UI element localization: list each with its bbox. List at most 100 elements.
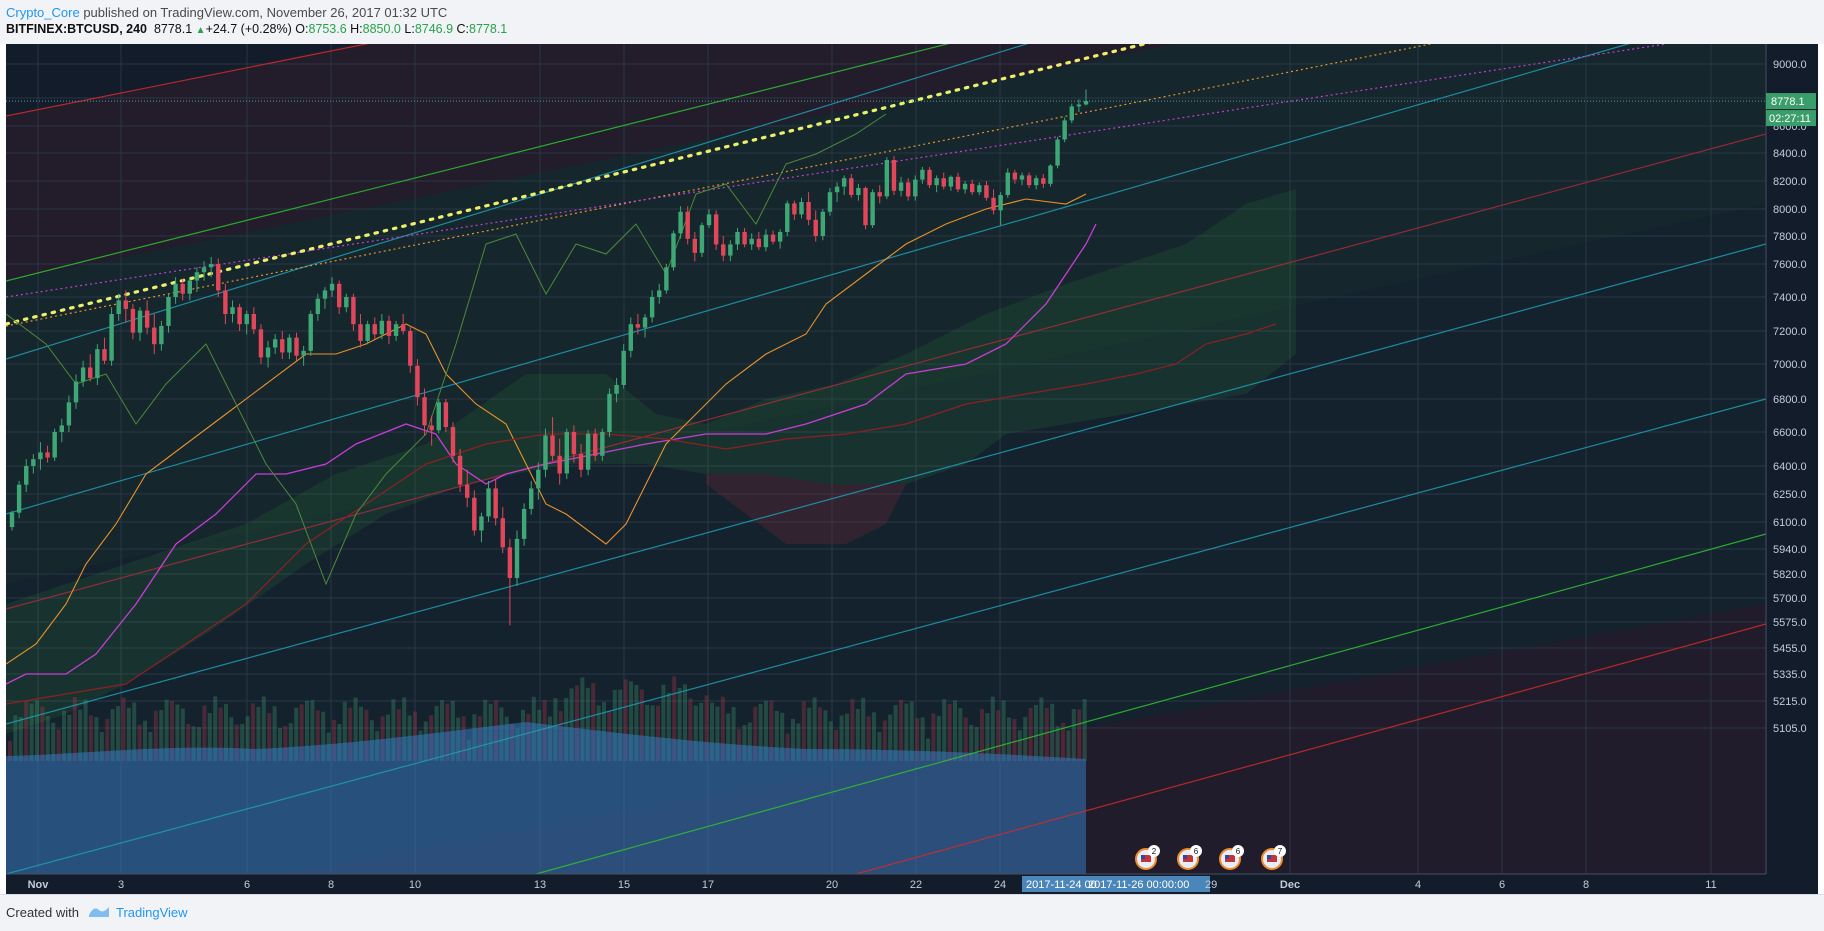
volume-bar bbox=[915, 718, 920, 761]
volume-bar bbox=[936, 715, 941, 761]
candle-body bbox=[1076, 104, 1082, 107]
tradingview-link[interactable]: TradingView bbox=[116, 905, 188, 920]
close-value: 8778.1 bbox=[469, 22, 508, 36]
candle-body bbox=[1012, 172, 1018, 180]
volume-bar bbox=[909, 701, 914, 761]
volume-bar bbox=[245, 716, 250, 761]
volume-bar bbox=[726, 713, 731, 761]
price-chart[interactable]: 26679000.08800.08600.08400.08200.08000.0… bbox=[6, 44, 1818, 894]
candle-body bbox=[777, 231, 783, 242]
green-channel-line-bottom bbox=[535, 533, 1766, 874]
candle-body bbox=[180, 283, 185, 294]
volume-bar bbox=[207, 712, 212, 761]
red-channel-line-top bbox=[6, 44, 370, 117]
candle-body bbox=[849, 178, 854, 195]
volume-bar bbox=[796, 723, 801, 761]
candle-body bbox=[208, 264, 214, 268]
volume-bar bbox=[110, 709, 115, 761]
volume-bar bbox=[569, 688, 574, 761]
candle-body bbox=[457, 455, 463, 485]
volume-bar bbox=[877, 731, 882, 761]
candle-body bbox=[144, 310, 150, 328]
volume-bar bbox=[170, 701, 174, 761]
volume-bar bbox=[35, 700, 39, 761]
flag-canton-icon bbox=[1183, 855, 1187, 859]
candle-body bbox=[500, 518, 505, 548]
header-bar: Crypto_Core published on TradingView.com… bbox=[0, 0, 1824, 44]
volume-bar bbox=[348, 707, 353, 761]
volume-bar bbox=[704, 695, 709, 761]
time-tick-label: 13 bbox=[534, 879, 546, 891]
countdown-marker bbox=[1766, 110, 1816, 127]
volume-bar bbox=[969, 724, 974, 761]
candle-body bbox=[102, 349, 107, 361]
chart-area[interactable]: 26679000.08800.08600.08400.08200.08000.0… bbox=[6, 44, 1818, 894]
badge-count: 6 bbox=[1236, 847, 1241, 856]
price-tick-label: 7600.0 bbox=[1773, 259, 1807, 271]
candle-body bbox=[898, 182, 904, 191]
low-value: 8746.9 bbox=[414, 22, 454, 36]
candle-body bbox=[88, 367, 93, 378]
volume-bar bbox=[99, 732, 104, 761]
price-tick-label: 5940.0 bbox=[1773, 544, 1807, 556]
author-link[interactable]: Crypto_Core bbox=[6, 5, 80, 20]
up-arrow-icon: ▲ bbox=[195, 25, 206, 36]
volume-bar bbox=[866, 716, 871, 761]
price-tick-label: 7200.0 bbox=[1773, 326, 1807, 338]
volume-bar bbox=[83, 699, 88, 761]
candle-body bbox=[770, 234, 776, 242]
volume-bar bbox=[396, 709, 401, 761]
volume-bar bbox=[94, 717, 99, 761]
candle-body bbox=[905, 182, 911, 197]
time-tick-label: 8 bbox=[328, 879, 334, 891]
volume-bar bbox=[645, 704, 650, 761]
candle-body bbox=[642, 317, 648, 328]
time-tick-label: 17 bbox=[702, 879, 714, 891]
candle-body bbox=[400, 324, 406, 331]
volume-bar bbox=[89, 715, 93, 761]
candle-body bbox=[543, 435, 548, 470]
candle-body bbox=[735, 231, 740, 245]
candle-body bbox=[280, 339, 285, 353]
volume-bar bbox=[51, 722, 56, 761]
price-change: +24.7 (+0.28%) bbox=[205, 22, 292, 36]
candle-body bbox=[962, 183, 968, 190]
price-tick-label: 5820.0 bbox=[1773, 569, 1807, 581]
volume-bar bbox=[666, 692, 671, 761]
price-tick-label: 6600.0 bbox=[1773, 427, 1807, 439]
candle-body bbox=[941, 178, 946, 187]
candle-body bbox=[237, 307, 242, 325]
candle-body bbox=[166, 297, 171, 326]
red-channel-line-bottom bbox=[855, 623, 1766, 874]
published-text: published on TradingView.com, November 2… bbox=[79, 5, 448, 20]
volume-bar bbox=[1066, 730, 1071, 761]
candle-body bbox=[671, 233, 676, 268]
volume-bar bbox=[143, 720, 147, 761]
flag-icon bbox=[1267, 855, 1277, 862]
candle-body bbox=[265, 347, 271, 358]
candle-body bbox=[194, 272, 200, 281]
candle-body bbox=[557, 455, 562, 474]
chikou-line bbox=[6, 113, 887, 586]
volume-bar bbox=[218, 707, 223, 761]
candle-body bbox=[1062, 120, 1067, 140]
time-tick-label: 4 bbox=[1415, 879, 1421, 891]
volume-bar bbox=[672, 676, 677, 761]
candle-body bbox=[571, 432, 577, 455]
volume-bar bbox=[931, 713, 936, 761]
price-tick-label: 5700.0 bbox=[1773, 593, 1807, 605]
candle-body bbox=[529, 488, 534, 509]
red-channel-line-mid bbox=[6, 133, 1766, 610]
volume-bar bbox=[693, 705, 698, 761]
volume-bar bbox=[164, 699, 169, 761]
volume-bar bbox=[256, 706, 261, 761]
orange-dotted-trendline bbox=[6, 44, 1434, 327]
volume-bar bbox=[834, 730, 839, 761]
candle-body bbox=[1026, 175, 1032, 186]
candle-body bbox=[614, 385, 619, 394]
badge-count: 2 bbox=[1152, 847, 1157, 856]
time-tick-label: 11 bbox=[1705, 879, 1716, 891]
volume-bar bbox=[818, 707, 822, 761]
candle-body bbox=[1083, 101, 1089, 105]
volume-bar bbox=[1001, 700, 1006, 761]
